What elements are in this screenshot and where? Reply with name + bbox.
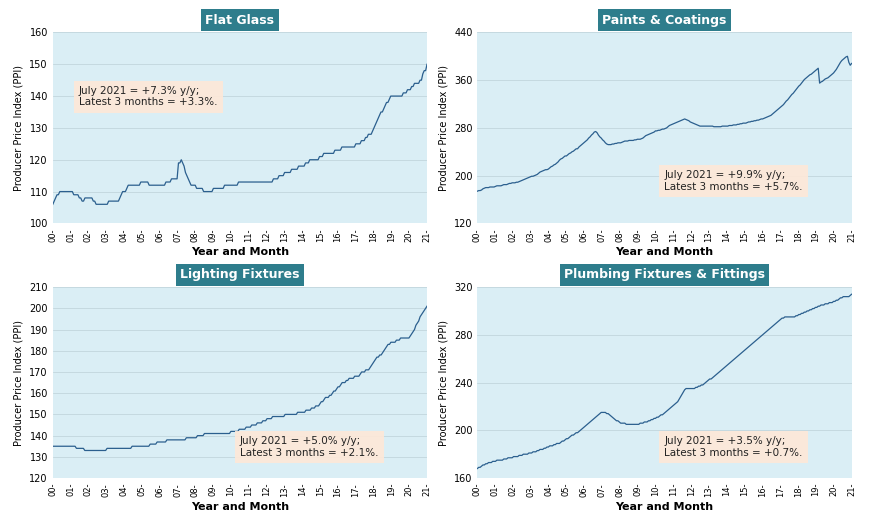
Y-axis label: Producer Price Index (PPI): Producer Price Index (PPI)	[438, 65, 448, 191]
Y-axis label: Producer Price Index (PPI): Producer Price Index (PPI)	[14, 320, 23, 446]
Y-axis label: Producer Price Index (PPI): Producer Price Index (PPI)	[14, 65, 23, 191]
X-axis label: Year and Month: Year and Month	[614, 247, 713, 257]
Y-axis label: Producer Price Index (PPI): Producer Price Index (PPI)	[438, 320, 448, 446]
X-axis label: Year and Month: Year and Month	[190, 502, 289, 512]
Text: July 2021 = +3.5% y/y;
Latest 3 months = +0.7%.: July 2021 = +3.5% y/y; Latest 3 months =…	[664, 436, 802, 458]
X-axis label: Year and Month: Year and Month	[190, 247, 289, 257]
Text: Flat Glass: Flat Glass	[205, 14, 274, 27]
Text: July 2021 = +7.3% y/y;
Latest 3 months = +3.3%.: July 2021 = +7.3% y/y; Latest 3 months =…	[79, 86, 217, 107]
Text: Plumbing Fixtures & Fittings: Plumbing Fixtures & Fittings	[563, 268, 764, 281]
X-axis label: Year and Month: Year and Month	[614, 502, 713, 512]
Text: July 2021 = +5.0% y/y;
Latest 3 months = +2.1%.: July 2021 = +5.0% y/y; Latest 3 months =…	[240, 436, 378, 458]
Text: Paints & Coatings: Paints & Coatings	[601, 14, 726, 27]
Text: July 2021 = +9.9% y/y;
Latest 3 months = +5.7%.: July 2021 = +9.9% y/y; Latest 3 months =…	[664, 170, 802, 191]
Text: Lighting Fixtures: Lighting Fixtures	[180, 268, 299, 281]
